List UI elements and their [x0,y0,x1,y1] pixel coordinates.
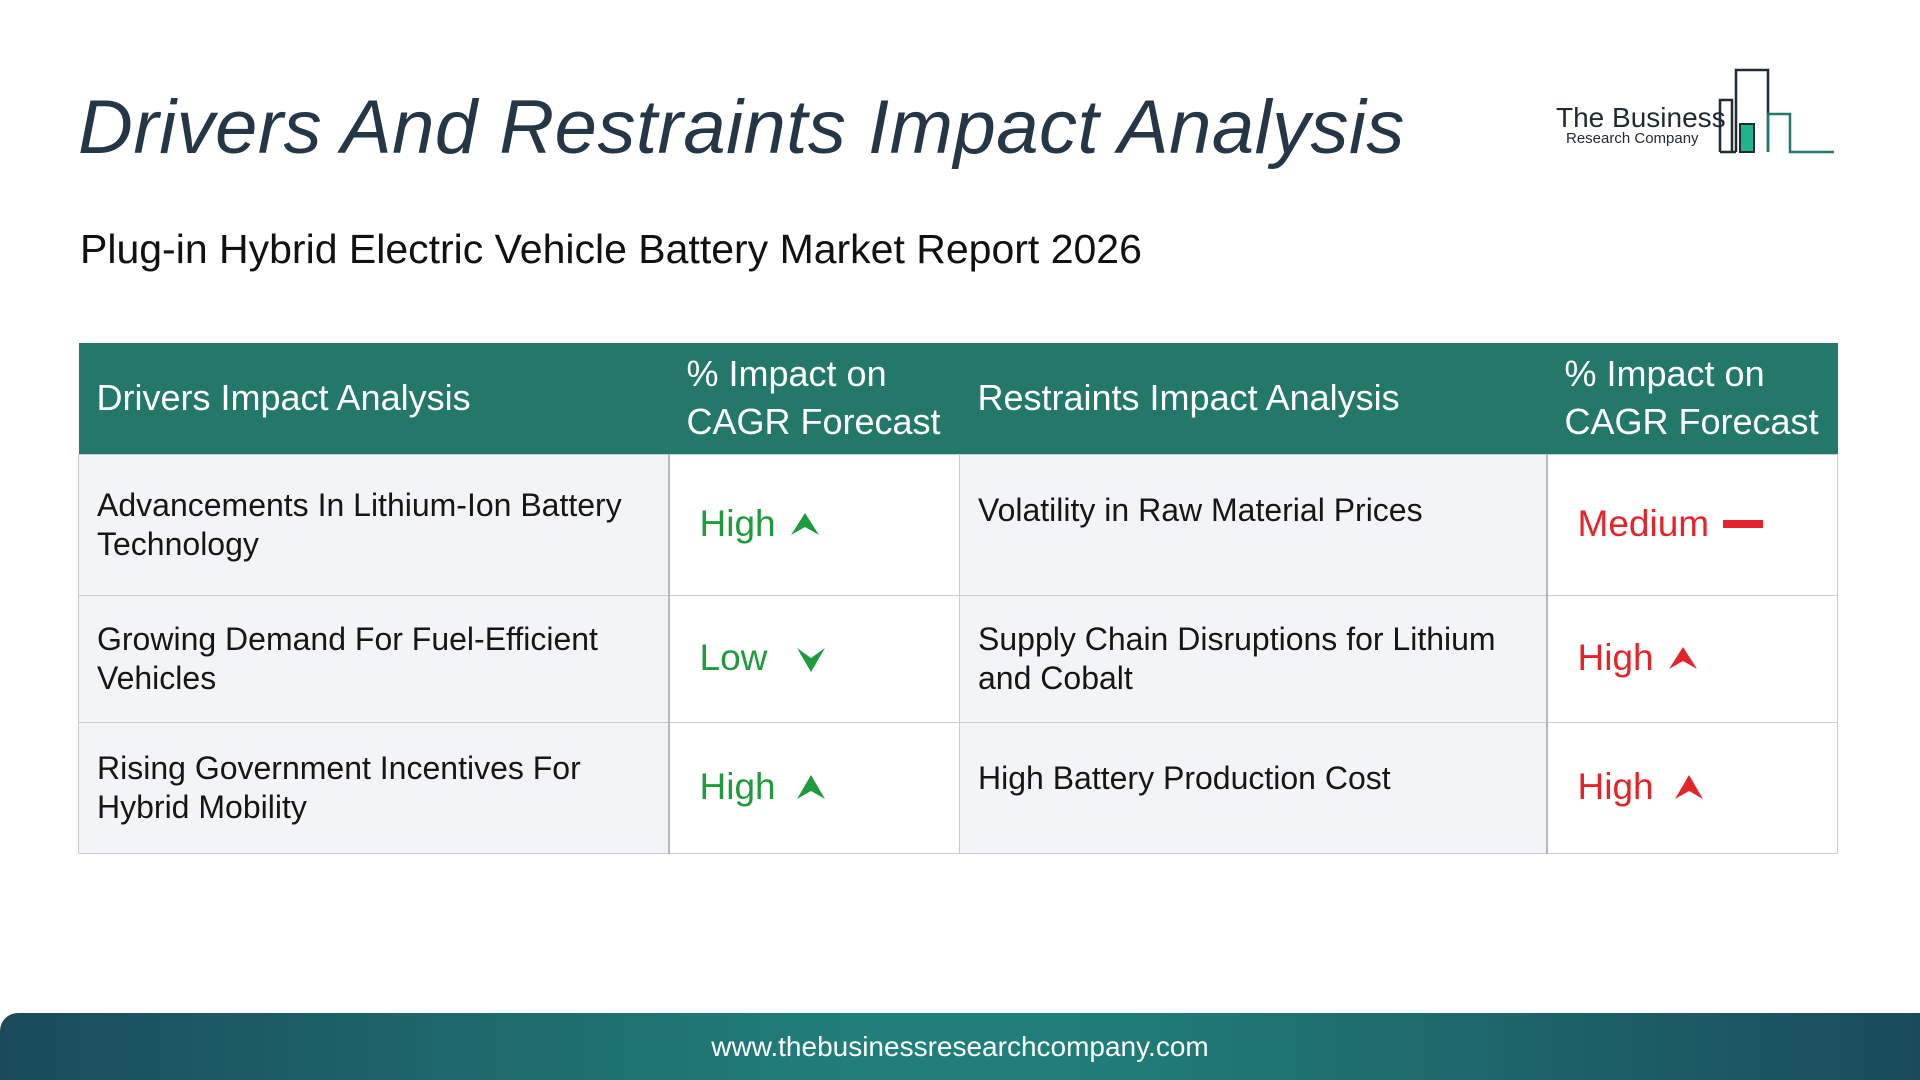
logo-text-secondary: Research Company [1566,130,1699,147]
driver-label: Rising Government Incentives For Hybrid … [78,721,670,854]
report-subtitle: Plug-in Hybrid Electric Vehicle Battery … [80,226,1142,272]
driver-label: Growing Demand For Fuel-Efficient Vehicl… [78,594,670,723]
impact-table: Drivers Impact Analysis % Impact on CAGR… [78,343,1838,854]
driver-impact-value: High [699,766,776,807]
city-skyline-bars-icon [1718,68,1834,154]
arrow-up-icon [1668,646,1697,669]
restraint-impact-cell: High [1546,594,1838,723]
restraint-impact-cell: High [1546,721,1838,854]
restraint-label: High Battery Production Cost [959,721,1548,854]
header-driver-impact: % Impact on CAGR Forecast [668,343,960,454]
table-row: Advancements In Lithium-Ion Battery Tech… [78,453,1838,596]
table-row: Rising Government Incentives For Hybrid … [78,721,1838,854]
arrow-up-icon [1674,774,1703,799]
header-restraints: Restraints Impact Analysis [959,343,1547,454]
restraint-impact-value: Medium [1577,503,1710,544]
page-title: Drivers And Restraints Impact Analysis [78,85,1405,170]
driver-impact-value: Low [699,637,768,678]
restraint-label: Volatility in Raw Material Prices [959,453,1548,596]
arrow-up-icon [790,512,819,535]
driver-impact-cell: High [668,721,960,854]
driver-label: Advancements In Lithium-Ion Battery Tech… [78,453,670,596]
restraint-impact-value: High [1577,637,1654,678]
arrow-down-icon [797,647,826,672]
footer-bar: www.thebusinessresearchcompany.com [0,1013,1920,1080]
driver-impact-value: High [699,503,776,544]
table-row: Growing Demand For Fuel-Efficient Vehicl… [78,594,1838,723]
driver-impact-cell: Low [668,594,960,723]
logo-text-primary: The Business [1556,102,1726,133]
restraint-label: Supply Chain Disruptions for Lithium and… [959,594,1548,723]
table-header-row: Drivers Impact Analysis % Impact on CAGR… [78,343,1838,454]
dash-icon [1723,519,1764,528]
company-logo: The Business Research Company [1550,66,1840,156]
footer-url: www.thebusinessresearchcompany.com [711,1031,1209,1062]
driver-impact-cell: High [668,453,960,596]
arrow-up-icon [796,774,825,799]
restraint-impact-cell: Medium [1546,453,1838,596]
header-drivers: Drivers Impact Analysis [78,343,669,454]
header-restraint-impact: % Impact on CAGR Forecast [1546,343,1838,454]
restraint-impact-value: High [1577,766,1654,807]
